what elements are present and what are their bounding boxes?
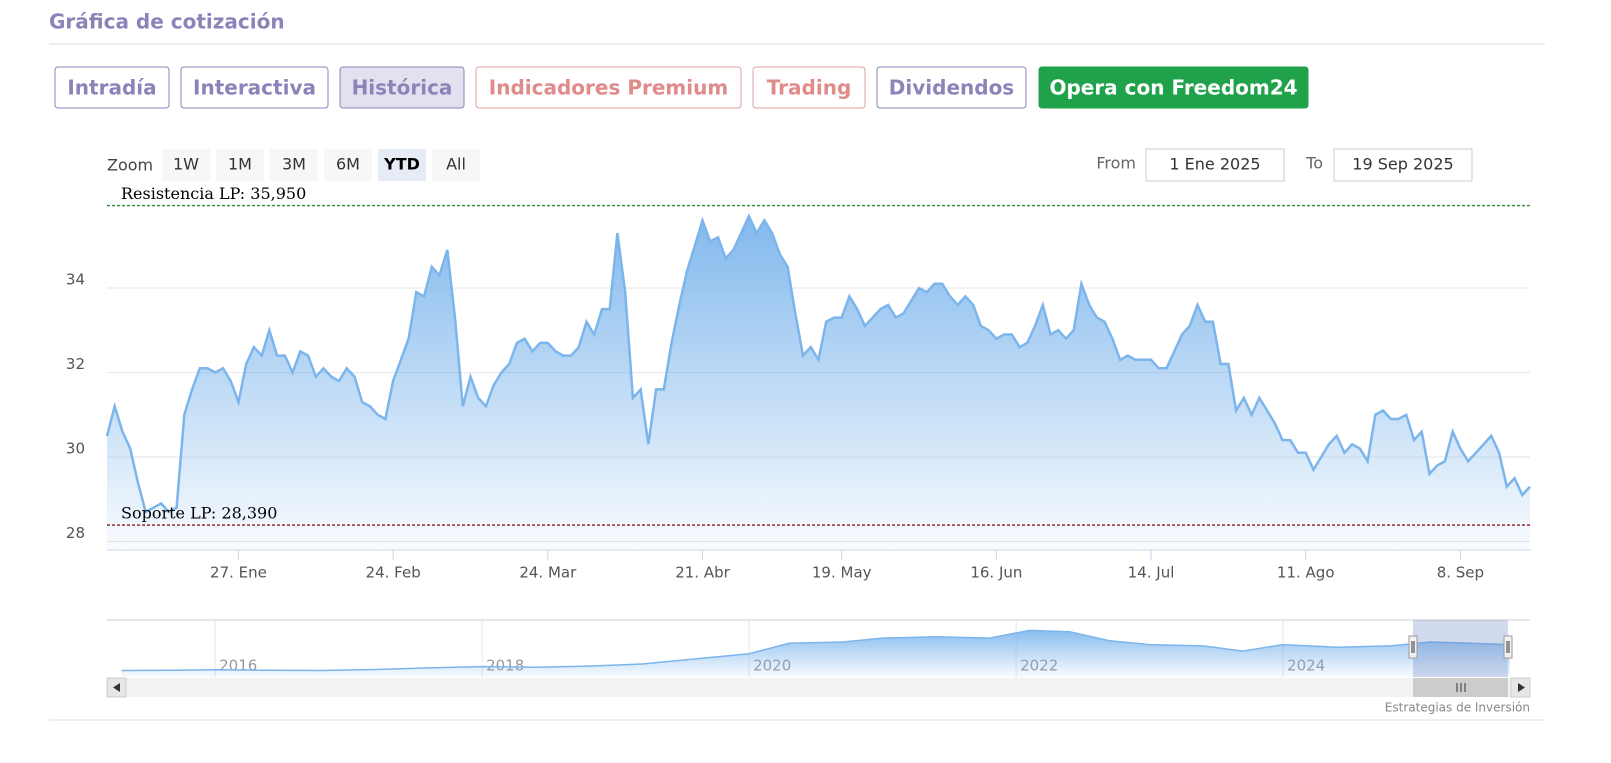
y-tick-label: 32 [66,355,85,373]
zoom-button[interactable] [324,149,372,181]
from-value: 1 Ene 2025 [1169,155,1260,174]
navigator-area [121,630,1511,677]
tab-label: Indicadores Premium [489,76,728,100]
tab[interactable] [339,66,465,109]
x-tick-label: 21. Abr [675,564,730,582]
y-tick-label: 34 [66,270,85,288]
arrow [1518,683,1525,692]
y-tick-label: 28 [66,524,85,542]
x-tick-label: 8. Sep [1437,564,1484,582]
scrollbar-track [107,678,1530,697]
navigator-selection [1413,620,1508,677]
area [107,216,1530,550]
from-input[interactable] [1145,148,1285,182]
tab-label: Trading [767,76,852,100]
x-tick-label: 14. Jul [1128,564,1175,582]
arrow [113,683,120,692]
x-tick-label: 24. Mar [519,564,577,582]
to-value: 19 Sep 2025 [1352,155,1453,174]
zoom-button[interactable] [270,149,318,181]
zoom-label: Zoom [107,156,153,175]
navigator-handle[interactable] [1408,635,1418,659]
to-input[interactable] [1333,148,1473,182]
zoom-button[interactable] [432,149,480,181]
tab[interactable] [752,66,866,109]
plot: 28 30 32 34 27. Ene 24. Feb 24. Mar 21. Abr 19. … [66,184,1531,698]
tab-label: Intradía [67,76,156,100]
to-label: To [1305,154,1323,173]
tab[interactable] [876,66,1027,109]
tab[interactable] [54,66,170,109]
tab-label: Opera con Freedom24 [1049,76,1297,100]
zoom-button-label: 1M [228,155,252,174]
reference-label: Resistencia LP: 35,950 [121,184,306,203]
x-tick-label: 11. Ago [1277,564,1335,582]
zoom-buttons: 1W 1M 3M 6M YTD All [162,149,480,181]
navigator-handle[interactable] [1503,635,1513,659]
x-tick-label: 24. Feb [366,564,421,582]
navigator-line [121,629,1511,672]
zoom-button-label: All [446,155,466,174]
credit: Estrategias de Inversión [1385,701,1530,715]
zoom-button-label: 1W [173,155,199,174]
zoom-button-label: YTD [383,155,420,174]
tab-label: Interactiva [193,76,316,100]
price-line [105,213,1531,514]
tab-bar: Intradía Interactiva Histórica Indicadores … [54,66,1309,109]
zoom-button[interactable] [378,149,426,181]
x-tick-label: 19. May [812,564,872,582]
zoom-button-label: 6M [336,155,360,174]
zoom-button[interactable] [162,149,210,181]
reference-label: Soporte LP: 28,390 [121,504,277,523]
tab[interactable] [180,66,329,109]
x-tick-label: 27. Ene [210,564,267,582]
zoom-button-label: 3M [282,155,306,174]
tab-label: Dividendos [889,76,1014,100]
x-tick-label: 16. Jun [970,564,1022,582]
y-tick-label: 30 [66,440,85,458]
zoom-button[interactable] [216,149,264,181]
section-title: Gráfica de cotización [49,10,285,34]
tab[interactable] [1038,66,1309,109]
tab-label: Histórica [352,76,453,100]
from-label: From [1096,154,1136,173]
tab[interactable] [475,66,742,109]
